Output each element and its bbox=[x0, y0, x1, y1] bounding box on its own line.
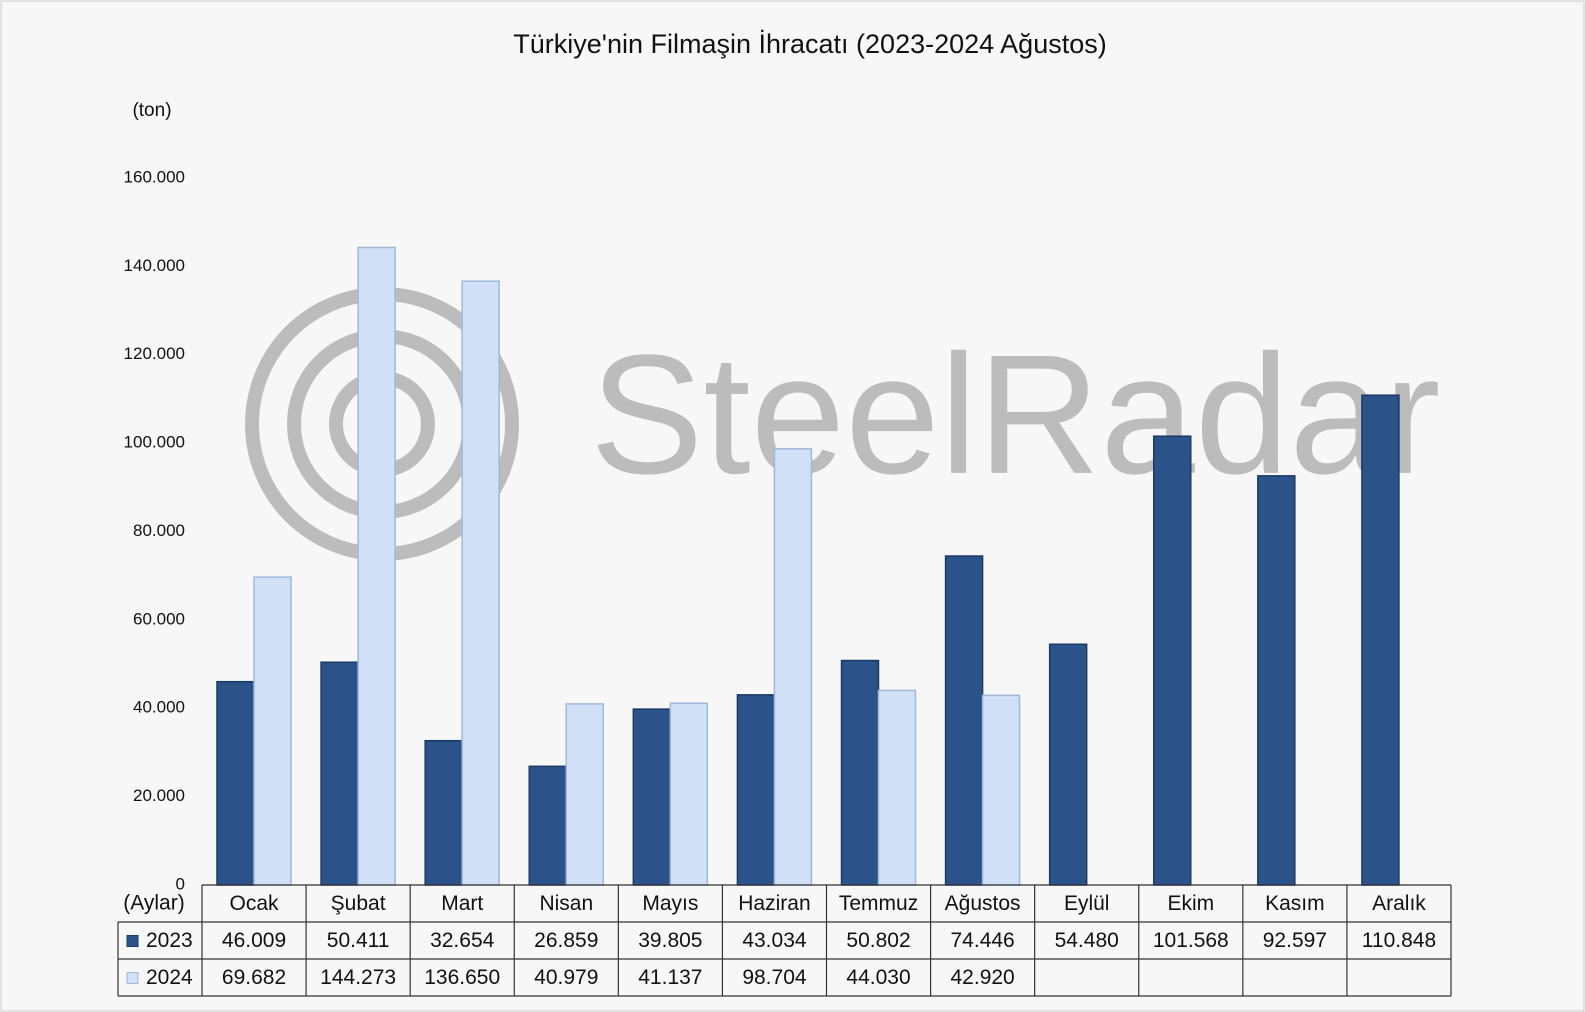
table-value: 46.009 bbox=[222, 929, 286, 952]
legend-label: 2023 bbox=[146, 929, 193, 952]
x-tick-label: Ağustos bbox=[945, 892, 1021, 915]
x-axis-label: (Aylar) bbox=[123, 892, 184, 915]
bar bbox=[736, 694, 776, 886]
y-tick-label: 40.000 bbox=[133, 698, 185, 717]
x-tick-label: Temmuz bbox=[839, 892, 918, 915]
bar bbox=[565, 703, 604, 886]
x-tick-label: Ocak bbox=[230, 892, 280, 915]
table-value: 40.979 bbox=[534, 966, 598, 989]
x-tick-label: Aralık bbox=[1372, 892, 1426, 915]
table-value: 144.273 bbox=[320, 966, 396, 989]
table-value: 98.704 bbox=[742, 966, 807, 989]
x-tick-label: Mart bbox=[441, 892, 483, 915]
bar bbox=[877, 689, 917, 886]
y-tick-label: 100.000 bbox=[124, 433, 185, 452]
bar bbox=[840, 659, 880, 886]
bar bbox=[981, 694, 1021, 886]
table-value: 50.802 bbox=[846, 929, 910, 952]
bar bbox=[632, 708, 672, 886]
table-value: 26.859 bbox=[534, 929, 598, 952]
x-tick-label: Şubat bbox=[331, 892, 386, 915]
table-value: 74.446 bbox=[951, 929, 1015, 952]
bar bbox=[669, 702, 709, 886]
table-value: 50.411 bbox=[327, 929, 390, 952]
table-value: 69.682 bbox=[222, 966, 286, 989]
bar bbox=[944, 555, 984, 886]
y-tick-label: 80.000 bbox=[133, 521, 185, 540]
watermark: SteelRadar bbox=[590, 320, 1441, 510]
table-value: 110.848 bbox=[1362, 929, 1436, 952]
y-tick-label: 140.000 bbox=[124, 256, 185, 275]
y-tick-label: 0 bbox=[176, 874, 185, 893]
table-value: 41.137 bbox=[638, 966, 702, 989]
bar bbox=[253, 576, 292, 886]
bar bbox=[1361, 394, 1400, 886]
x-tick-label: Kasım bbox=[1265, 892, 1325, 915]
x-tick-label: Ekim bbox=[1167, 892, 1214, 915]
bar bbox=[357, 246, 396, 886]
table-value: 43.034 bbox=[742, 929, 807, 952]
bar bbox=[424, 739, 463, 886]
x-tick-label: Haziran bbox=[738, 892, 810, 915]
table-value: 39.805 bbox=[638, 929, 702, 952]
table-value: 54.480 bbox=[1055, 929, 1119, 952]
legend-label: 2024 bbox=[146, 966, 193, 989]
y-tick-label: 160.000 bbox=[124, 167, 185, 186]
y-tick-label: 120.000 bbox=[124, 344, 185, 363]
table-value: 92.597 bbox=[1263, 929, 1327, 952]
table-value: 101.568 bbox=[1153, 929, 1229, 952]
bar bbox=[320, 661, 359, 886]
bar bbox=[1153, 435, 1192, 886]
bar bbox=[461, 280, 500, 886]
bar bbox=[216, 680, 255, 886]
table-value: 136.650 bbox=[424, 966, 500, 989]
y-tick-label: 60.000 bbox=[133, 609, 185, 628]
bar bbox=[528, 765, 567, 886]
x-tick-label: Eylül bbox=[1064, 892, 1110, 915]
y-tick-label: 20.000 bbox=[133, 786, 185, 805]
legend-key bbox=[126, 972, 139, 984]
x-tick-label: Nisan bbox=[539, 892, 593, 915]
bar bbox=[1048, 643, 1088, 886]
y-axis-label: (ton) bbox=[132, 100, 171, 121]
table-value: 44.030 bbox=[846, 966, 910, 989]
bar bbox=[773, 448, 813, 886]
table-value: 32.654 bbox=[430, 929, 495, 952]
legend-key bbox=[126, 935, 139, 947]
x-tick-label: Mayıs bbox=[642, 892, 698, 915]
bar bbox=[1257, 475, 1296, 886]
chart-title: Türkiye'nin Filmaşin İhracatı (2023-2024… bbox=[513, 28, 1106, 59]
table-value: 42.920 bbox=[951, 966, 1015, 989]
